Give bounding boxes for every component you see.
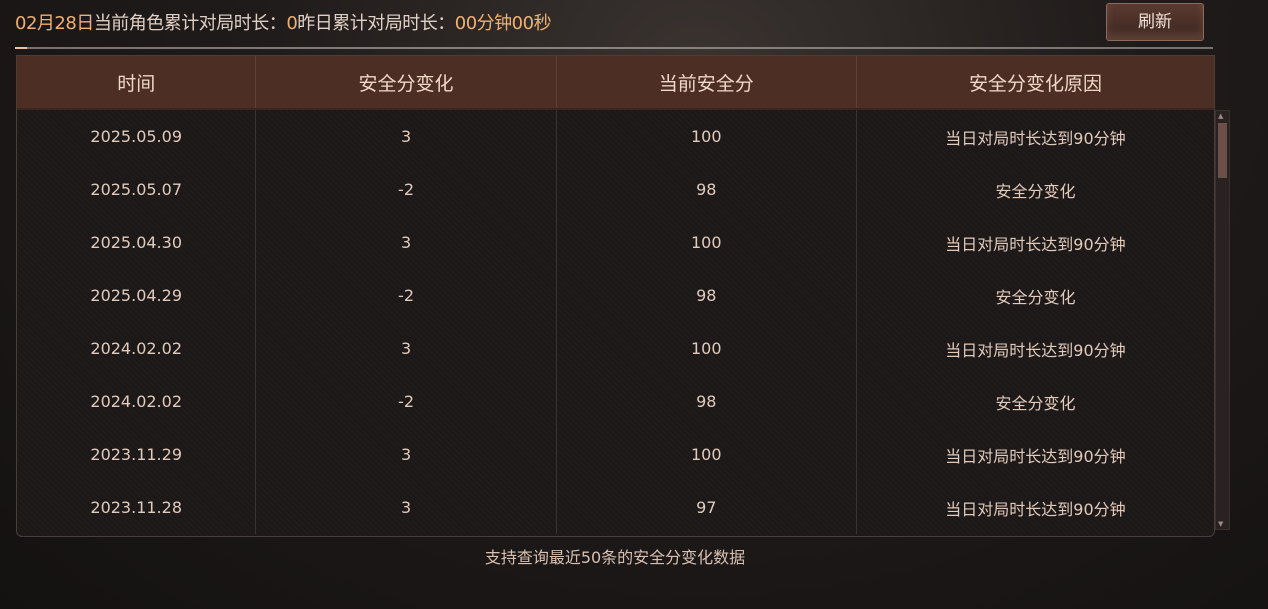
column-header: 安全分变化原因 — [968, 72, 1102, 95]
table-cell: 当日对局时长达到90分钟 — [945, 234, 1126, 254]
table-cell: -2 — [256, 163, 557, 216]
table-row: 2025.04.29 -2 98 安全分变化 — [17, 269, 1214, 322]
table-cell: 100 — [557, 322, 857, 375]
scroll-down-icon[interactable]: ▼ — [1218, 520, 1224, 528]
table-cell: -2 — [256, 375, 557, 428]
table-cell: 100 — [557, 428, 857, 481]
table-row: 2025.05.07 -2 98 安全分变化 — [17, 163, 1214, 216]
scrollbar-thumb[interactable] — [1218, 123, 1227, 178]
table-body: 2025.05.09 3 100 当日对局时长达到90分钟 2025.05.07 -2 98… — [17, 110, 1214, 534]
table-cell: 97 — [557, 481, 857, 534]
footer-note: 支持查询最近50条的安全分变化数据 — [484, 548, 746, 567]
column-header: 时间 — [17, 56, 257, 108]
scroll-up-icon[interactable]: ▲ — [1218, 112, 1224, 120]
table-cell: 安全分变化 — [995, 181, 1076, 201]
table-cell: 2023.11.29 — [17, 428, 257, 481]
column-header: 安全分变化 — [256, 56, 557, 108]
table-row: 2025.04.30 3 100 当日对局时长达到90分钟 — [17, 216, 1214, 269]
yesterday-duration-value: 00分钟00秒 — [454, 13, 552, 34]
table-cell: 2024.02.02 — [17, 322, 257, 375]
table-cell: 2025.05.07 — [17, 163, 257, 216]
table-cell: 100 — [557, 110, 857, 163]
table-cell: 当日对局时长达到90分钟 — [945, 128, 1126, 148]
table-header: 时间 安全分变化 当前安全分 安全分变化原因 — [17, 56, 1214, 110]
table-cell: 当日对局时长达到90分钟 — [945, 499, 1126, 519]
table-cell: 2025.05.09 — [17, 110, 257, 163]
table-cell: 2025.04.29 — [17, 269, 257, 322]
table-cell: 3 — [256, 110, 557, 163]
table-cell: 当日对局时长达到90分钟 — [945, 340, 1126, 360]
table-row: 2024.02.02 3 100 当日对局时长达到90分钟 — [17, 322, 1214, 375]
table-cell: 当日对局时长达到90分钟 — [945, 446, 1126, 466]
table-cell: 3 — [256, 322, 557, 375]
table-cell: 3 — [256, 216, 557, 269]
column-header: 当前安全分 — [557, 56, 857, 108]
table-cell: 100 — [557, 216, 857, 269]
table-cell: 3 — [256, 481, 557, 534]
table-cell: 98 — [557, 269, 857, 322]
table-row: 2023.11.29 3 100 当日对局时长达到90分钟 — [17, 428, 1214, 481]
refresh-button[interactable]: 刷新 — [1106, 3, 1204, 41]
table-cell: 3 — [256, 428, 557, 481]
table-cell: 安全分变化 — [995, 393, 1076, 413]
current-duration-value: 0 — [286, 13, 298, 34]
current-duration-label: 当前角色累计对局时长： — [93, 13, 287, 34]
table-cell: 2023.11.28 — [17, 481, 257, 534]
table-cell: 安全分变化 — [995, 287, 1076, 307]
duration-info: 02月28日当前角色累计对局时长：0昨日累计对局时长：00分钟00秒 — [15, 9, 552, 35]
yesterday-duration-label: 昨日累计对局时长： — [297, 13, 455, 34]
table-cell: -2 — [256, 269, 557, 322]
table-cell: 98 — [557, 163, 857, 216]
table-cell: 2024.02.02 — [17, 375, 257, 428]
table-row: 2023.11.28 3 97 当日对局时长达到90分钟 — [17, 481, 1214, 534]
divider — [15, 47, 1213, 49]
table-row: 2024.02.02 -2 98 安全分变化 — [17, 375, 1214, 428]
table-row: 2025.05.09 3 100 当日对局时长达到90分钟 — [17, 110, 1214, 163]
table-cell: 98 — [557, 375, 857, 428]
table-cell: 2025.04.30 — [17, 216, 257, 269]
safety-score-table: 时间 安全分变化 当前安全分 安全分变化原因 2025.05.09 3 100 当日对… — [16, 55, 1215, 537]
scrollbar[interactable]: ▲ ▼ — [1215, 110, 1230, 530]
date-text: 02月28日 — [15, 13, 94, 34]
